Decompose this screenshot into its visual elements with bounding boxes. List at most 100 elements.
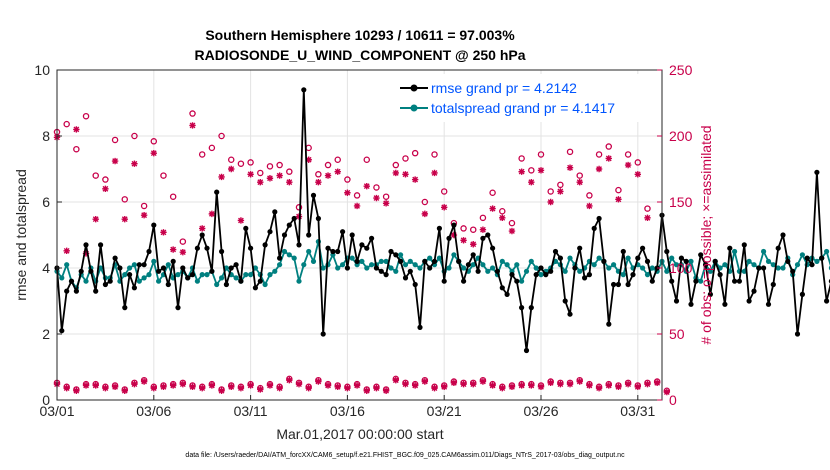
chart-title-line2: RADIOSONDE_U_WIND_COMPONENT @ 250 hPa bbox=[194, 47, 525, 63]
rmse-point bbox=[736, 278, 743, 284]
y-left-tick-label: 10 bbox=[34, 62, 50, 78]
totalspread-point bbox=[698, 278, 704, 284]
rmse-point bbox=[591, 225, 597, 231]
totalspread-point bbox=[664, 268, 670, 274]
totalspread-point bbox=[644, 272, 651, 278]
rmse-point bbox=[669, 278, 675, 284]
rmse-point bbox=[572, 265, 578, 271]
rmse-point bbox=[325, 245, 331, 251]
totalspread-point bbox=[267, 272, 273, 278]
obs-possible-marker bbox=[469, 226, 477, 233]
totalspread-point bbox=[824, 248, 830, 255]
obs-assimilated-marker bbox=[518, 382, 525, 389]
obs-possible-marker bbox=[615, 186, 622, 194]
obs-assimilated-marker bbox=[586, 382, 593, 389]
totalspread-point bbox=[620, 272, 626, 278]
totalspread-point bbox=[146, 272, 152, 278]
rmse-point bbox=[548, 268, 554, 274]
totalspread-point bbox=[625, 255, 631, 261]
rmse-point bbox=[228, 265, 234, 271]
rmse-point bbox=[398, 258, 404, 264]
obs-possible-marker bbox=[392, 161, 400, 169]
totalspread-point bbox=[252, 265, 258, 271]
rmse-point bbox=[451, 222, 457, 228]
rmse-point bbox=[562, 298, 568, 304]
rmse-point bbox=[320, 331, 326, 337]
obs-assimilated-marker bbox=[237, 217, 245, 224]
obs-possible-marker bbox=[131, 132, 138, 140]
totalspread-point bbox=[156, 278, 162, 284]
obs-assimilated-marker bbox=[131, 380, 138, 388]
rmse-point bbox=[436, 225, 442, 231]
y-axis-left-label: rmse and totalspread bbox=[13, 169, 29, 301]
obs-assimilated-marker bbox=[324, 172, 332, 179]
obs-assimilated-marker bbox=[92, 215, 99, 223]
totalspread-point bbox=[799, 252, 806, 258]
obs-assimilated-marker bbox=[315, 179, 322, 186]
obs-assimilated-marker bbox=[121, 215, 128, 223]
totalspread-point bbox=[533, 265, 539, 271]
totalspread-point bbox=[136, 278, 142, 284]
obs-assimilated-marker bbox=[373, 194, 380, 202]
y-axis-right-label: # of obs: o=possible; ×=assimilated bbox=[698, 125, 714, 344]
totalspread-point bbox=[461, 265, 467, 271]
obs-assimilated-marker bbox=[537, 383, 545, 390]
rmse-point bbox=[741, 242, 747, 248]
obs-possible-marker bbox=[489, 189, 496, 197]
totalspread-point bbox=[528, 258, 534, 264]
obs-assimilated-marker bbox=[644, 380, 651, 388]
totalspread-point bbox=[369, 262, 375, 268]
rmse-point bbox=[93, 288, 99, 294]
rmse-point bbox=[301, 87, 307, 93]
rmse-point bbox=[373, 265, 379, 271]
obs-possible-marker bbox=[479, 214, 487, 222]
rmse-point bbox=[688, 301, 694, 307]
rmse-point bbox=[112, 255, 118, 261]
rmse-point bbox=[233, 262, 239, 268]
rmse-point bbox=[296, 242, 302, 248]
rmse-point bbox=[756, 265, 762, 271]
rmse-point bbox=[68, 278, 75, 284]
obs-assimilated-marker bbox=[450, 231, 458, 239]
obs-assimilated-marker bbox=[460, 237, 467, 244]
obs-possible-marker bbox=[63, 120, 70, 128]
obs-assimilated-marker bbox=[131, 160, 138, 167]
rmse-point bbox=[465, 262, 471, 268]
totalspread-point bbox=[577, 268, 583, 274]
obs-assimilated-marker bbox=[63, 247, 70, 255]
obs-assimilated-marker bbox=[189, 122, 196, 129]
chart-title-line1: Southern Hemisphere 10293 / 10611 = 97.0… bbox=[205, 27, 515, 43]
totalspread-point bbox=[335, 265, 341, 271]
obs-assimilated-marker bbox=[160, 229, 167, 236]
obs-assimilated-marker bbox=[305, 384, 312, 392]
totalspread-point bbox=[504, 262, 510, 268]
rmse-point bbox=[165, 281, 171, 288]
rmse-point bbox=[272, 209, 278, 215]
rmse-point bbox=[470, 252, 476, 258]
totalspread-point bbox=[417, 265, 423, 271]
totalspread-point bbox=[248, 272, 254, 278]
totalspread-point bbox=[446, 265, 452, 271]
totalspread-point bbox=[770, 262, 776, 268]
totalspread-point bbox=[165, 262, 171, 268]
obs-assimilated-marker bbox=[286, 377, 293, 384]
rmse-point bbox=[354, 258, 360, 264]
obs-assimilated-marker bbox=[499, 384, 506, 392]
rmse-point bbox=[335, 248, 341, 255]
obs-possible-marker bbox=[276, 161, 283, 169]
obs-assimilated-marker bbox=[508, 227, 516, 235]
rmse-point bbox=[427, 265, 433, 271]
obs-assimilated-marker bbox=[160, 383, 167, 390]
obs-assimilated-marker bbox=[441, 383, 448, 390]
obs-assimilated-marker bbox=[557, 380, 564, 388]
obs-possible-marker bbox=[121, 196, 129, 203]
obs-assimilated-marker bbox=[179, 248, 187, 256]
obs-assimilated-marker bbox=[353, 382, 361, 389]
rmse-point bbox=[814, 169, 820, 175]
obs-assimilated-marker bbox=[208, 210, 216, 218]
obs-assimilated-marker bbox=[324, 382, 332, 389]
totalspread-point bbox=[499, 258, 505, 264]
rmse-point bbox=[824, 298, 830, 304]
obs-possible-marker bbox=[499, 207, 506, 215]
rmse-point bbox=[417, 324, 423, 330]
